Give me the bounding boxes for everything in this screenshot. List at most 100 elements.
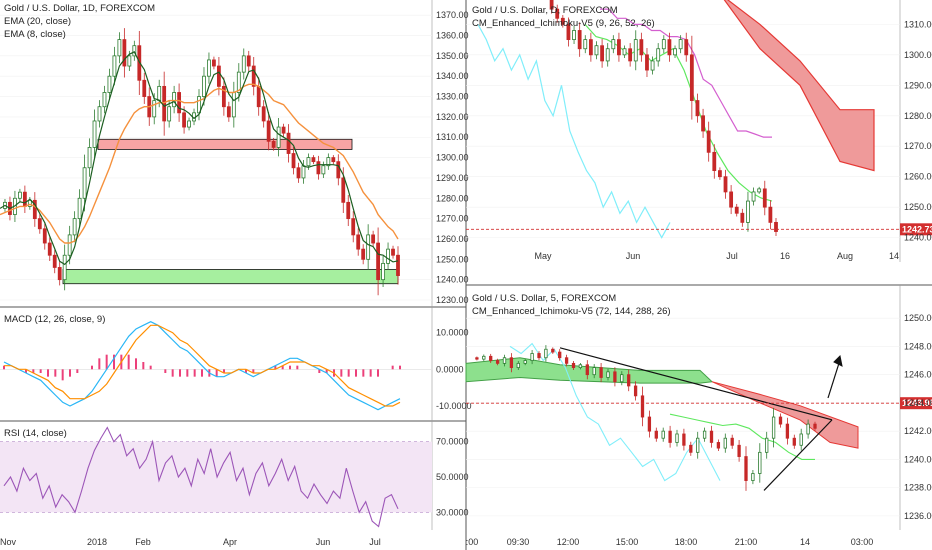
daily-candle <box>306 157 311 167</box>
intraday-price-tag-bg <box>900 397 932 410</box>
intraday-y-tick-label: 1248.00 <box>904 341 932 351</box>
intraday-candle <box>702 430 707 439</box>
intraday-candle <box>578 364 583 369</box>
intraday-x-tick-label: 09:30 <box>507 537 530 547</box>
daily-candle <box>271 140 276 148</box>
weekly-y-tick-label: 1260.00 <box>904 172 932 182</box>
daily-candle <box>286 132 291 154</box>
support-zone <box>62 269 399 285</box>
intraday-x-tick-label: 12:00 <box>557 537 580 547</box>
weekly-candle <box>622 48 627 56</box>
daily-candle <box>291 153 296 169</box>
daily-candle <box>207 59 211 77</box>
daily-candle <box>162 85 167 122</box>
daily-candle <box>246 55 251 67</box>
intraday-candle <box>799 433 803 446</box>
intraday-candle <box>668 430 672 443</box>
weekly-y-tick-label: 1240.00 <box>904 233 932 243</box>
weekly-y-tick-label: 1310.00 <box>904 19 932 29</box>
daily-candle <box>127 55 132 67</box>
daily-candle <box>62 254 67 281</box>
daily-x-tick-label: Feb <box>135 537 151 547</box>
weekly-candle <box>689 54 694 101</box>
intraday-candle <box>564 357 569 364</box>
daily-candle <box>346 201 351 220</box>
intraday-x-tick-label: 03:00 <box>851 537 874 547</box>
daily-candle <box>17 191 22 199</box>
daily-candle <box>182 112 186 128</box>
daily-candle <box>236 71 241 93</box>
intraday-candle <box>709 430 714 443</box>
daily-candle <box>226 106 231 118</box>
daily-candle <box>92 120 97 148</box>
intraday-candle <box>675 433 679 443</box>
daily-candle <box>231 92 236 118</box>
weekly-candle <box>706 130 711 153</box>
daily-candle <box>216 65 221 87</box>
macd-y-tick-label: -10.0000 <box>436 401 472 411</box>
weekly-candle <box>605 48 610 62</box>
daily-candle <box>326 157 331 167</box>
daily-candle <box>266 120 271 142</box>
daily-candle <box>381 262 385 281</box>
daily-candle <box>187 120 191 128</box>
intraday-candle <box>571 362 576 369</box>
weekly-candle <box>712 151 717 172</box>
breakout-arrow-head <box>833 354 843 367</box>
breakout-arrow-shaft <box>827 359 841 399</box>
intraday-lagging-span <box>509 342 721 482</box>
daily-candle <box>142 79 147 97</box>
daily-candle <box>202 75 206 97</box>
weekly-candle <box>560 17 565 25</box>
intraday-x-tick-label: 21:00 <box>735 537 758 547</box>
intraday-candle <box>551 348 555 353</box>
weekly-candle <box>774 221 778 232</box>
weekly-y-tick-label: 1280.00 <box>904 111 932 121</box>
weekly-candle <box>701 115 705 132</box>
intraday-candle <box>509 357 514 369</box>
daily-x-tick-label: 2018 <box>87 537 107 547</box>
weekly-y-tick-label: 1250.00 <box>904 202 932 212</box>
intraday-candle <box>647 416 652 432</box>
intraday-candle <box>530 353 534 361</box>
daily-y-tick-label: 1280.00 <box>436 193 469 203</box>
daily-y-tick-label: 1290.00 <box>436 173 469 183</box>
intraday-conversion-line <box>669 413 815 460</box>
weekly-candle <box>639 39 644 56</box>
daily-candle <box>376 242 381 281</box>
daily-x-tick-label: Jun <box>316 537 331 547</box>
daily-candle <box>276 126 281 148</box>
daily-candle <box>67 234 72 256</box>
weekly-candle <box>734 206 739 214</box>
daily-y-tick-label: 1350.00 <box>436 51 469 61</box>
daily-candle <box>27 199 32 207</box>
weekly-y-tick-label: 1300.00 <box>904 50 932 60</box>
weekly-candle <box>684 39 689 56</box>
daily-candle <box>112 55 117 77</box>
daily-y-tick-label: 1240.00 <box>436 275 469 285</box>
daily-y-tick-label: 1340.00 <box>436 71 469 81</box>
daily-candle <box>157 85 162 102</box>
daily-y-tick-label: 1250.00 <box>436 254 469 264</box>
weekly-candle <box>645 54 649 71</box>
weekly-candle <box>656 48 661 62</box>
daily-y-tick-label: 1260.00 <box>436 234 469 244</box>
daily-candle <box>102 92 107 108</box>
weekly-x-tick-label: 14 <box>889 251 899 261</box>
intraday-candle <box>606 371 610 378</box>
daily-y-tick-label: 1320.00 <box>436 112 469 122</box>
daily-candle <box>177 92 182 114</box>
daily-candle <box>311 157 316 163</box>
weekly-x-tick-label: Aug <box>837 251 853 261</box>
weekly-x-tick-label: Jul <box>726 251 738 261</box>
intraday-candle <box>585 364 589 376</box>
intraday-candle <box>730 437 734 446</box>
intraday-candle <box>482 355 486 360</box>
intraday-candle <box>620 374 624 383</box>
weekly-candle <box>740 212 745 223</box>
weekly-candle <box>617 39 621 56</box>
daily-candle <box>361 248 366 260</box>
weekly-candle <box>762 188 767 208</box>
weekly-candle <box>667 39 672 56</box>
daily-candle <box>321 165 326 175</box>
